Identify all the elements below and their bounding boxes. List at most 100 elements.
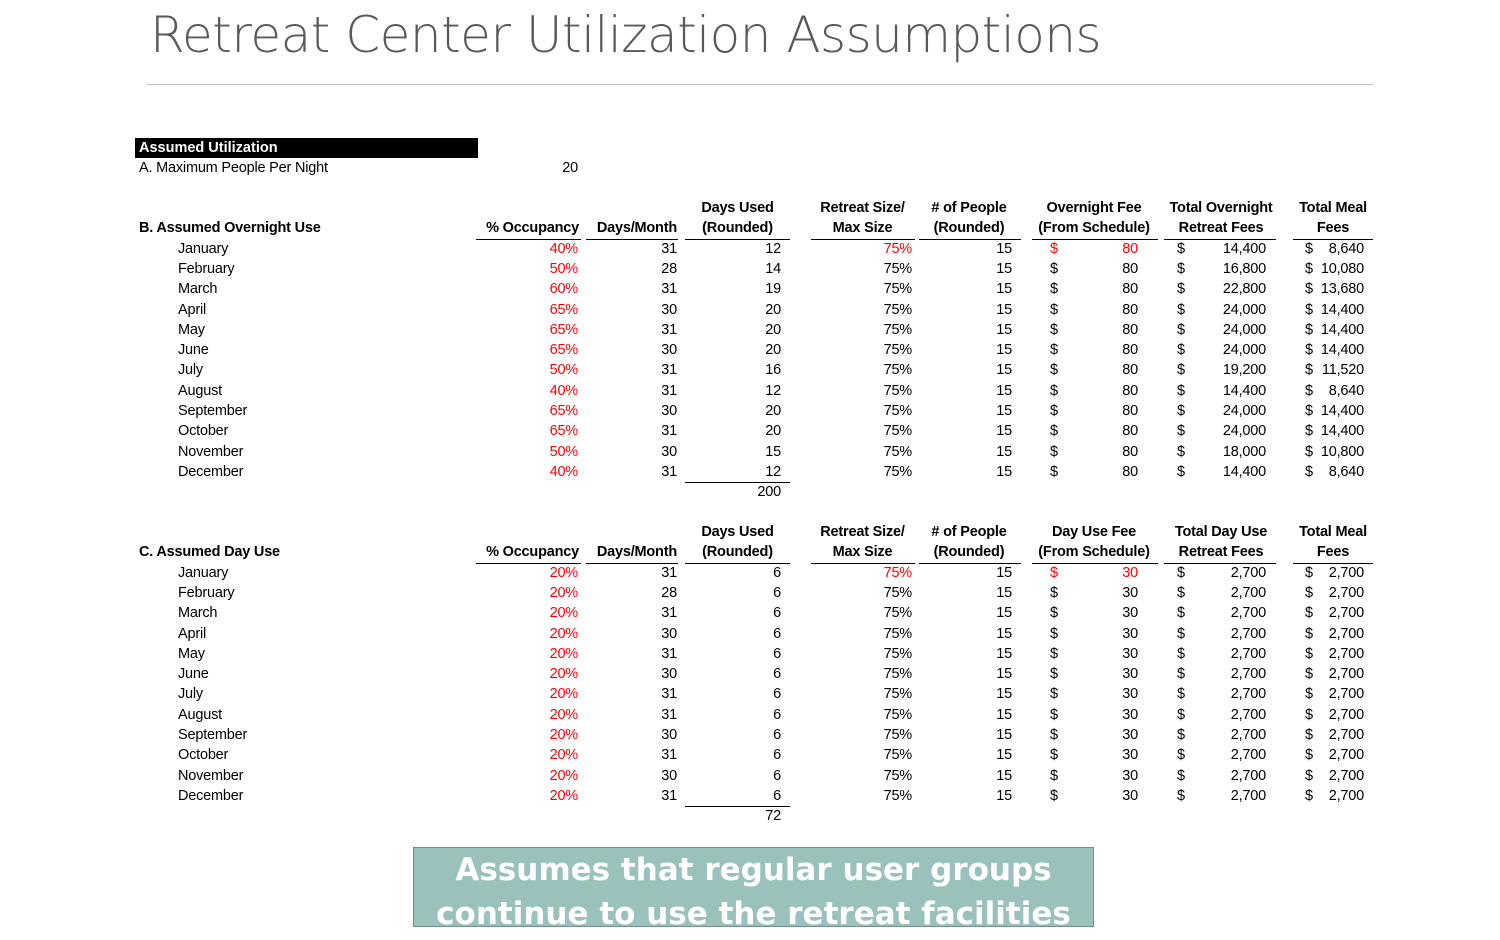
dayuse-fee-cell: 30 [1122, 727, 1138, 743]
overnight-occupancy-cell: 40% [549, 382, 579, 399]
overnight-fee-cell: 80 [1122, 423, 1138, 440]
overnight-days-month-cell: 30 [661, 301, 677, 318]
overnight-header-days_month-line1 [584, 200, 677, 217]
overnight-header-occupancy-line1 [477, 200, 579, 217]
dayuse-fee-cell: 30 [1122, 645, 1138, 662]
overnight-header-people-line1: # of People [931, 200, 1007, 216]
overnight-people-cell: 15 [996, 423, 1012, 440]
dayuse-total-days: 72 [765, 808, 781, 825]
dayuse-days-used-cell: 6 [773, 767, 781, 784]
dayuse-days-used-cell: 6 [773, 706, 781, 723]
dayuse-occupancy-cell: 20% [549, 605, 579, 622]
overnight-meal-currency: $ [1305, 382, 1313, 399]
dayuse-days-used-cell: 6 [773, 747, 781, 764]
dayuse-total-currency: $ [1177, 747, 1185, 764]
dayuse-people-cell: 15 [996, 787, 1012, 804]
dayuse-people-cell: 15 [996, 747, 1012, 764]
overnight-occupancy-cell: 65% [549, 423, 579, 440]
dayuse-total-fees-cell: 2,700 [1230, 584, 1266, 601]
overnight-meal-cell: 8,640 [1328, 382, 1364, 399]
dayuse-retreat-size-cell: 75% [883, 584, 913, 601]
overnight-people-cell: 15 [996, 382, 1012, 399]
dayuse-fee-currency: $ [1050, 727, 1058, 743]
dayuse-retreat-size-cell: 75% [883, 767, 913, 784]
dayuse-people-cell: 15 [996, 666, 1012, 683]
overnight-header-days_used-line2: (Rounded) [702, 220, 773, 237]
overnight-days-used-cell: 20 [765, 301, 781, 318]
dayuse-total-currency: $ [1177, 564, 1185, 581]
overnight-days-month-cell: 31 [661, 240, 677, 257]
dayuse-people-cell: 15 [996, 584, 1012, 601]
dayuse-underline-days-month [586, 562, 678, 564]
overnight-month-label: January [178, 240, 229, 257]
overnight-month-label: June [178, 342, 209, 359]
dayuse-header-meal-line2: Fees [1316, 544, 1350, 561]
overnight-occupancy-cell: 40% [549, 240, 579, 257]
dayuse-total-fees-cell: 2,700 [1230, 605, 1266, 622]
overnight-retreat-size-cell: 75% [883, 321, 913, 338]
overnight-occupancy-cell: 65% [549, 342, 579, 359]
overnight-days-month-cell: 31 [661, 281, 677, 298]
dayuse-meal-cell: 2,700 [1328, 625, 1364, 642]
overnight-days-used-cell: 12 [765, 463, 781, 480]
dayuse-occupancy-cell: 20% [549, 625, 579, 642]
overnight-retreat-size-cell: 75% [883, 463, 913, 480]
overnight-meal-currency: $ [1305, 423, 1313, 440]
overnight-occupancy-cell: 60% [549, 281, 579, 298]
overnight-retreat-size-cell: 75% [883, 382, 913, 399]
callout-line-2: continue to use the retreat facilities [436, 896, 1071, 932]
overnight-total-currency: $ [1177, 403, 1185, 419]
overnight-fee-cell: 80 [1122, 463, 1138, 480]
overnight-occupancy-cell: 65% [549, 403, 579, 419]
overnight-fee-currency: $ [1050, 342, 1058, 359]
dayuse-meal-cell: 2,700 [1328, 747, 1364, 764]
dayuse-total-fees-cell: 2,700 [1230, 747, 1266, 764]
dayuse-header-total_fees-line2: Retreat Fees [1178, 544, 1264, 561]
dayuse-meal-currency: $ [1305, 747, 1313, 764]
overnight-month-label: May [178, 321, 205, 338]
dayuse-underline-occupancy [476, 562, 581, 564]
callout-note: Assumes that regular user groups continu… [413, 847, 1094, 932]
overnight-days-month-cell: 31 [661, 321, 677, 338]
dayuse-total-currency: $ [1177, 625, 1185, 642]
assumed-utilization-header: Assumed Utilization [135, 138, 478, 158]
overnight-total-fees-cell: 22,800 [1222, 281, 1266, 298]
dayuse-occupancy-cell: 20% [549, 787, 579, 804]
dayuse-days-month-cell: 31 [661, 706, 677, 723]
overnight-days-month-cell: 28 [661, 260, 677, 277]
overnight-days-used-cell: 12 [765, 240, 781, 257]
dayuse-meal-currency: $ [1305, 584, 1313, 601]
overnight-people-cell: 15 [996, 281, 1012, 298]
dayuse-meal-cell: 2,700 [1328, 564, 1364, 581]
dayuse-meal-currency: $ [1305, 666, 1313, 683]
overnight-fee-currency: $ [1050, 403, 1058, 419]
overnight-total-fees-cell: 24,000 [1222, 321, 1266, 338]
overnight-days-used-cell: 20 [765, 403, 781, 419]
overnight-total-fees-cell: 14,400 [1222, 463, 1266, 480]
dayuse-days-month-cell: 31 [661, 564, 677, 581]
overnight-meal-currency: $ [1305, 342, 1313, 359]
dayuse-total-currency: $ [1177, 787, 1185, 804]
overnight-days-used-cell: 20 [765, 321, 781, 338]
max-people-value: 20 [562, 160, 578, 176]
overnight-section-title: B. Assumed Overnight Use [139, 220, 321, 237]
overnight-total-currency: $ [1177, 301, 1185, 318]
overnight-days-month-cell: 31 [661, 382, 677, 399]
overnight-fee-currency: $ [1050, 443, 1058, 460]
overnight-total-currency: $ [1177, 423, 1185, 440]
dayuse-header-occupancy-line2: % Occupancy [486, 544, 579, 561]
overnight-total-fees-cell: 14,400 [1222, 382, 1266, 399]
overnight-header-days_used-line1: Days Used [701, 200, 774, 216]
dayuse-underline-fee [1032, 562, 1158, 564]
overnight-retreat-size-cell: 75% [883, 423, 913, 440]
dayuse-days-month-cell: 31 [661, 645, 677, 662]
overnight-meal-currency: $ [1305, 362, 1313, 379]
dayuse-total-currency: $ [1177, 686, 1185, 703]
dayuse-total-fees-cell: 2,700 [1230, 686, 1266, 703]
dayuse-total-rule [685, 806, 790, 808]
dayuse-total-currency: $ [1177, 727, 1185, 743]
dayuse-people-cell: 15 [996, 605, 1012, 622]
overnight-meal-cell: 14,400 [1320, 423, 1364, 440]
overnight-fee-currency: $ [1050, 321, 1058, 338]
dayuse-people-cell: 15 [996, 706, 1012, 723]
